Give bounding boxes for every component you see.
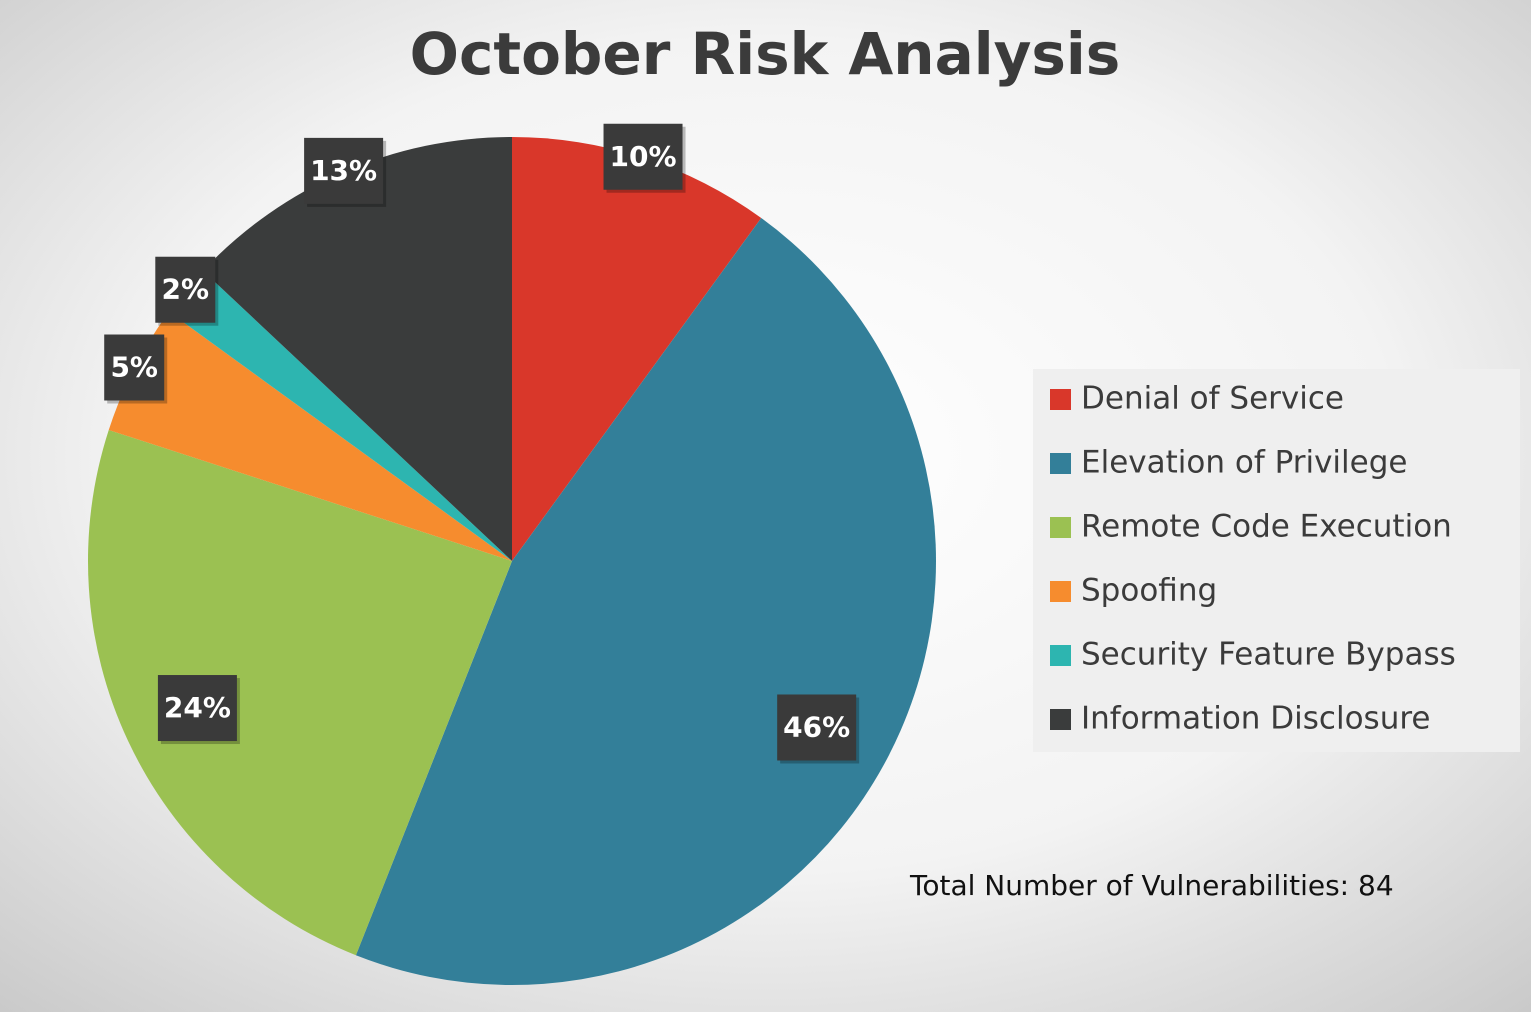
legend-swatch [1050, 645, 1071, 666]
data-label: 13% [310, 154, 377, 187]
data-label: 10% [610, 140, 677, 173]
pie-slice [168, 270, 512, 561]
data-label-box [777, 694, 857, 761]
data-label-box [104, 334, 165, 401]
legend-label: Denial of Service [1081, 381, 1344, 417]
legend-label: Elevation of Privilege [1081, 445, 1407, 481]
data-label-box [157, 675, 237, 742]
legend-swatch [1050, 389, 1071, 410]
data-label-box [603, 123, 683, 190]
annotation: Total Number of Vulnerabilities: 84 [909, 869, 1394, 902]
data-label: 2% [162, 273, 210, 306]
legend-swatch [1050, 709, 1071, 730]
data-label: 46% [783, 710, 850, 743]
data-label: 24% [164, 691, 231, 724]
pie-slice [512, 137, 762, 561]
data-label-box [304, 137, 384, 204]
pie-slice [108, 311, 512, 561]
pie-slice [355, 217, 936, 985]
chart-title: October Risk Analysis [410, 20, 1121, 88]
legend-swatch [1050, 581, 1071, 602]
data-label-box [155, 256, 216, 323]
pie-slice [202, 137, 512, 561]
legend-swatch [1050, 453, 1071, 474]
pie-slice [88, 429, 512, 956]
legend-label: Remote Code Execution [1081, 509, 1452, 545]
legend-label: Information Disclosure [1081, 701, 1431, 737]
legend-swatch [1050, 517, 1071, 538]
legend-label: Security Feature Bypass [1081, 637, 1456, 673]
data-label: 5% [110, 351, 158, 384]
legend-label: Spoofing [1081, 573, 1217, 609]
legend [1033, 369, 1520, 752]
